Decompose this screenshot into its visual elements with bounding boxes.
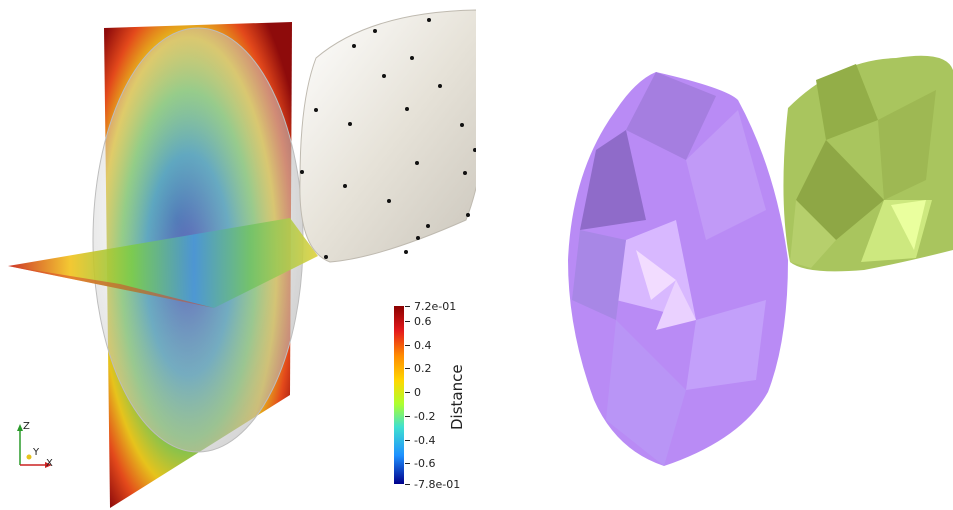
left-viewport[interactable]: 7.2e-01 0.6 0.4 0.2 0 -0.2 -0.4 -0.6 -7.…: [0, 0, 476, 510]
colorbar-tick-label: -0.2: [414, 410, 436, 423]
colorbar: [394, 306, 404, 484]
axis-x-label: X: [46, 458, 53, 469]
axis-y-label: Y: [33, 447, 40, 458]
colorbar-tick-label: -0.6: [414, 457, 436, 470]
orientation-axes: Z Y X: [10, 420, 60, 475]
purple-mesh: [568, 72, 788, 466]
colorbar-tick-label: 0: [414, 386, 421, 399]
colorbar-tick-label: 0.2: [414, 362, 432, 375]
colorbar-tick: [405, 368, 410, 369]
rounded-cube-surface: [299, 9, 476, 263]
colorbar-tick: [405, 392, 410, 393]
colorbar-title: Distance: [448, 364, 466, 430]
axis-z-label: Z: [23, 421, 30, 432]
colorbar-tick-max: [405, 306, 410, 307]
colorbar-max-label: 7.2e-01: [414, 300, 457, 313]
colorbar-tick-min: [405, 484, 410, 485]
green-mesh: [783, 55, 953, 272]
colorbar-tick: [405, 416, 410, 417]
right-render: [568, 55, 953, 466]
left-render: [8, 9, 476, 508]
colorbar-tick-label: 0.6: [414, 315, 432, 328]
sample-points: [300, 18, 476, 259]
colorbar-tick: [405, 440, 410, 441]
colorbar-tick: [405, 345, 410, 346]
colorbar-tick: [405, 321, 410, 322]
colorbar-min-label: -7.8e-01: [414, 478, 461, 491]
right-viewport[interactable]: [476, 0, 953, 510]
colorbar-tick: [405, 463, 410, 464]
colorbar-tick-label: -0.4: [414, 434, 436, 447]
horizontal-slice-plane: [8, 218, 318, 308]
colorbar-tick-label: 0.4: [414, 339, 432, 352]
